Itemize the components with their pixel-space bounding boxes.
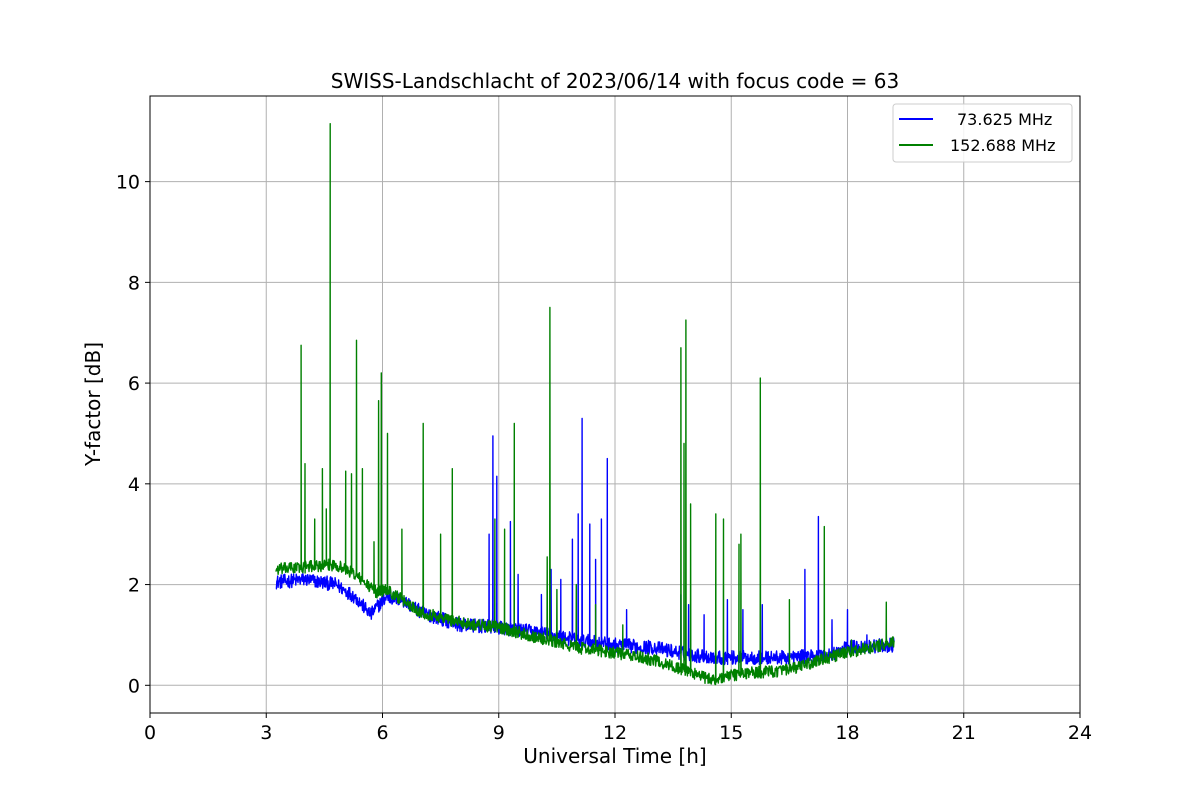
x-axis-label: Universal Time [h] <box>523 744 706 768</box>
x-tick-label: 3 <box>260 722 272 744</box>
y-tick-label: 6 <box>128 373 140 395</box>
x-tick-label: 0 <box>144 722 156 744</box>
y-tick-label: 4 <box>128 474 140 496</box>
y-tick-label: 0 <box>128 675 140 697</box>
series-line-152-688 <box>275 122 895 686</box>
x-tick-label: 6 <box>376 722 388 744</box>
series-line-73-625 <box>275 417 895 666</box>
y-tick-label: 10 <box>116 172 140 194</box>
x-tick-label: 9 <box>493 722 505 744</box>
grid <box>149 96 1081 713</box>
legend: 73.625 MHz 152.688 MHz <box>892 103 1073 163</box>
y-tick-label: 2 <box>128 575 140 597</box>
x-tick-label: 21 <box>952 722 976 744</box>
y-axis-label: Y-factor [dB] <box>81 342 105 467</box>
legend-label-73-625: 73.625 MHz <box>957 110 1052 129</box>
x-tick-label: 12 <box>603 722 627 744</box>
chart-title: SWISS-Landschlacht of 2023/06/14 with fo… <box>331 69 899 93</box>
legend-box <box>892 103 1073 163</box>
x-tick-label: 24 <box>1068 722 1092 744</box>
legend-label-152-688: 152.688 MHz <box>950 136 1055 155</box>
x-tick-label: 18 <box>835 722 859 744</box>
series-layer <box>275 122 895 686</box>
y-tick-label: 8 <box>128 272 140 294</box>
x-tick-label: 15 <box>719 722 743 744</box>
